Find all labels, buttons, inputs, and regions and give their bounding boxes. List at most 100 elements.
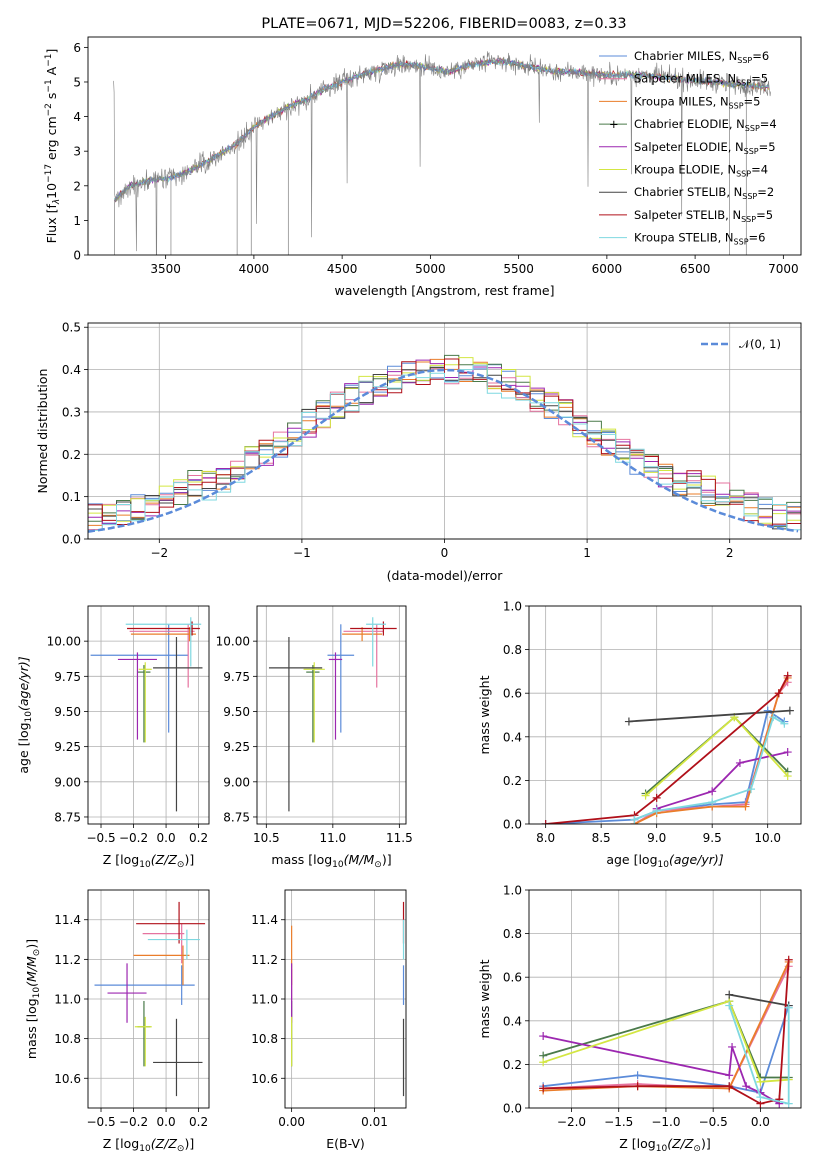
legend-label: Chabrier ELODIE, NSSP=4: [634, 117, 777, 133]
weight-marker: [641, 791, 650, 800]
legend-label: Chabrier MILES, NSSP=6: [634, 49, 769, 65]
weight-marker: [708, 798, 717, 807]
y-tick-label: 0.4: [503, 730, 522, 744]
x-tick-label: −1.5: [604, 1115, 633, 1129]
y-tick-label: 10.00: [216, 635, 250, 649]
y-tick-label: 0.5: [62, 321, 81, 335]
x-tick-label: −0.5: [86, 831, 115, 845]
y-axis-label: mass weight: [477, 959, 492, 1038]
x-tick-label: −0.2: [119, 831, 148, 845]
y-tick-label: 1.0: [503, 884, 522, 898]
weight-marker: [756, 1077, 765, 1086]
weight-line-chabrier-elodie: [645, 715, 789, 795]
y-tick-label: 4: [73, 110, 81, 124]
x-tick-label: 0.00: [278, 1115, 305, 1129]
x-tick-label: 4500: [327, 262, 358, 276]
weight-marker: [769, 713, 778, 722]
weight-marker: [725, 990, 734, 999]
axes-frame: [284, 889, 407, 1109]
x-tick-label: 0: [441, 546, 449, 560]
y-tick-label: 10.8: [251, 1032, 278, 1046]
y-tick-label: 0.0: [503, 1102, 522, 1116]
x-tick-label: −1: [293, 546, 311, 560]
axes-frame: [87, 322, 802, 540]
observed-spectrum: [113, 51, 771, 255]
legend-label: Salpeter STELIB, NSSP=5: [634, 208, 773, 224]
weight-marker: [783, 748, 792, 757]
weight-marker: [784, 955, 793, 964]
weight-line-chabrier-stelib: [729, 993, 789, 1007]
x-tick-label: 5500: [503, 262, 534, 276]
age-vs-mass-panel: 10.5 11.0 11.5 8.75 9.00 9.25 9.50 9.75 10.00 mas…: [216, 605, 413, 870]
y-tick-label: 8.75: [223, 810, 250, 824]
y-tick-label: 0.2: [503, 1058, 522, 1072]
weight-line-salpeter-elodie: [656, 751, 788, 810]
y-tick-label: 5: [73, 75, 81, 89]
weight-marker: [539, 1032, 548, 1041]
y-tick-label: 10.6: [251, 1072, 278, 1086]
weight-marker: [780, 719, 789, 728]
weight-marker: [541, 820, 550, 824]
y-tick-label: 9.00: [54, 775, 81, 789]
y-tick-label: 9.50: [223, 705, 250, 719]
x-tick-label: 6000: [592, 262, 623, 276]
y-tick-label: 0.0: [62, 533, 81, 547]
weight-marker: [783, 671, 792, 680]
y-tick-label: 2: [73, 179, 81, 193]
x-tick-label: 0.0: [751, 1115, 770, 1129]
y-tick-label: 0: [73, 249, 81, 263]
y-tick-label: 1.0: [503, 600, 522, 614]
age-vs-metallicity-panel: −0.5 −0.2 0.0 0.2 8.75 9.00 9.25 9.50 9.75 10.00 Z…: [16, 605, 210, 870]
weight-marker: [742, 1082, 751, 1091]
legend-label: Kroupa STELIB, NSSP=6: [634, 231, 765, 247]
y-tick-label: 10.6: [54, 1072, 81, 1086]
weight-marker: [708, 787, 717, 796]
y-axis-label: Flux [fλ10−17 erg cm−2 s−1 A−1]: [44, 49, 62, 244]
y-tick-label: 0.4: [503, 1014, 522, 1028]
legend-label: Salpeter MILES, NSSP=5: [634, 72, 768, 88]
axes-frame: [87, 889, 210, 1109]
weight-marker: [784, 1003, 793, 1012]
y-tick-label: 11.0: [54, 993, 81, 1007]
y-tick-label: 9.25: [54, 740, 81, 754]
x-tick-label: 0.2: [189, 1115, 208, 1129]
errorbar-points: [90, 617, 203, 812]
weight-marker: [783, 772, 792, 781]
y-tick-label: 0.4: [62, 363, 81, 377]
x-tick-label: 0.2: [189, 831, 208, 845]
y-tick-label: 9.00: [223, 775, 250, 789]
histogram-kroupa-stelib: [88, 364, 801, 531]
y-tick-label: 11.4: [54, 913, 81, 927]
normal-reference-curve: [88, 368, 799, 533]
x-tick-label: 11.0: [319, 831, 346, 845]
x-axis-label: wavelength [Angstrom, rest frame]: [334, 283, 554, 298]
x-tick-label: 8.5: [592, 831, 611, 845]
x-tick-label: −0.5: [699, 1115, 728, 1129]
y-tick-label: 3: [73, 145, 81, 159]
weight-line-kroupa-stelib: [634, 715, 785, 821]
y-tick-label: 10.00: [47, 635, 81, 649]
weight-marker: [784, 1099, 793, 1108]
x-tick-label: −0.5: [86, 1115, 115, 1129]
y-tick-label: 10.8: [54, 1032, 81, 1046]
x-tick-label: 0.0: [157, 831, 176, 845]
x-tick-label: 0.01: [361, 1115, 388, 1129]
x-tick-label: −2: [150, 546, 168, 560]
weight-vs-age-panel: 8.0 8.5 9.0 9.5 10.0 0.0 0.2 0.4 0.6 0.8 1.0 age [l…: [477, 600, 802, 870]
y-axis-label: mass [log10(M/M⊙)]: [24, 939, 42, 1059]
x-axis-label: E(B-V): [326, 1136, 365, 1151]
axes-frame: [528, 605, 802, 825]
histogram-salpeter-stelib: [88, 358, 801, 526]
y-tick-label: 11.2: [251, 953, 278, 967]
weight-marker: [728, 1042, 737, 1051]
legend-marker: +: [609, 117, 619, 131]
legend-label: Kroupa MILES, NSSP=5: [634, 94, 760, 110]
weight-marker: [747, 785, 756, 794]
y-tick-label: 9.25: [223, 740, 250, 754]
weight-lines: [541, 671, 794, 824]
x-tick-label: −2.0: [557, 1115, 586, 1129]
errorbar-points: [94, 901, 206, 1097]
residual-histogram-panel: −2 −1 0 1 2 0.0 0.1 0.2 0.3 0.4 0.5 (data-model)/er…: [35, 321, 802, 583]
x-tick-label: 8.0: [536, 831, 555, 845]
x-tick-label: 10.0: [754, 831, 781, 845]
